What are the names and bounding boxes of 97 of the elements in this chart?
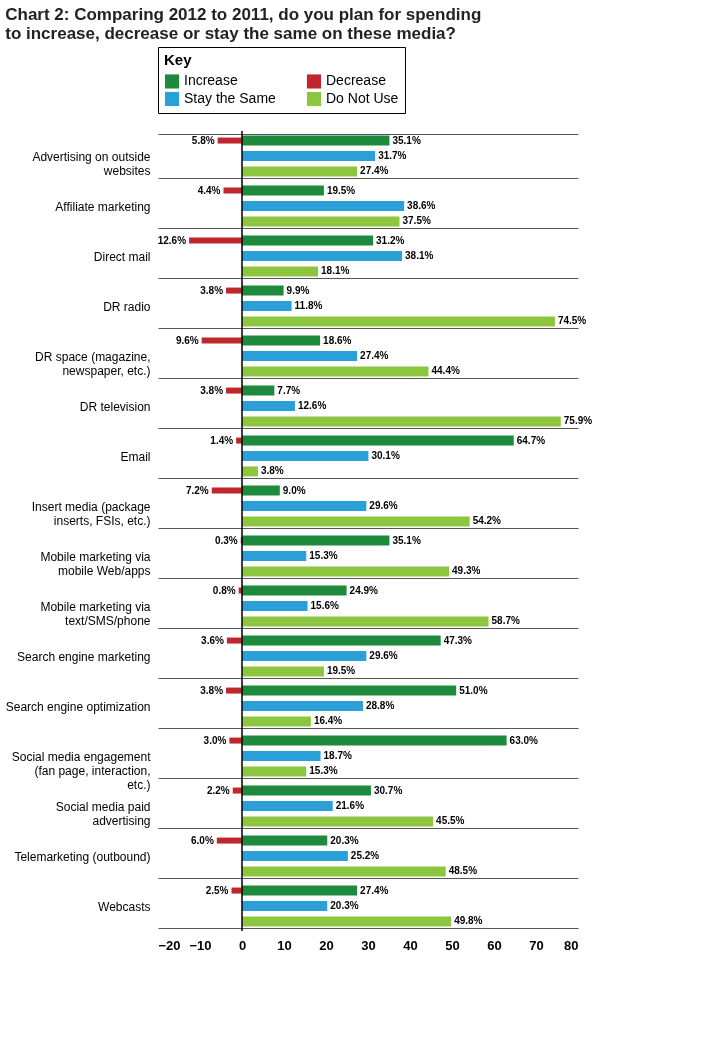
data-label: 54.2% xyxy=(472,515,502,527)
legend-label: Stay the Same xyxy=(184,90,277,106)
x-tick-label: 20 xyxy=(319,937,334,953)
data-label: 7.2% xyxy=(185,484,209,496)
data-label: 49.8% xyxy=(454,915,483,927)
data-label: 27.4% xyxy=(360,165,389,177)
chart-title: Chart 2: Comparing 2012 to 2011, do you plan for spending to increase, decrease or stay the same on these media? xyxy=(5,4,482,43)
y-tick-label: DR radio xyxy=(103,299,151,314)
y-tick-label: Social media paid advertising xyxy=(55,799,151,828)
data-label: 1.4% xyxy=(210,434,234,446)
data-label: 21.6% xyxy=(335,800,365,811)
data-label: 16.4% xyxy=(313,715,343,727)
y-tick-label: Direct mail xyxy=(93,249,151,264)
y-tick-label: Search engine marketing xyxy=(17,649,151,664)
x-tick-label: 50 xyxy=(445,937,460,953)
data-label: 0.3% xyxy=(214,534,238,546)
data-label: 19.5% xyxy=(326,665,356,677)
data-label: 31.2% xyxy=(376,234,405,246)
data-label: 47.3% xyxy=(443,634,473,646)
data-label: 64.7% xyxy=(516,434,546,446)
y-tick-label: Telemarketing (outbound) xyxy=(14,849,151,864)
data-label: 3.8% xyxy=(200,384,224,396)
y-tick-label: Advertising on outside websites xyxy=(32,149,151,178)
x-tick-label: 0 xyxy=(238,937,247,953)
legend-label: Do Not Use xyxy=(326,90,399,106)
data-label: 30.1% xyxy=(371,450,400,461)
data-label: 6.0% xyxy=(191,834,214,846)
data-label: 18.1% xyxy=(321,265,350,277)
data-label: 7.7% xyxy=(277,384,301,396)
x-tick-label: 10 xyxy=(277,937,292,953)
data-label: 35.1% xyxy=(392,134,421,146)
y-tick-label: Affiliate marketing xyxy=(55,199,151,214)
y-tick-label: Insert media (package inserts, FSIs, etc.) xyxy=(31,499,151,528)
data-label: 19.5% xyxy=(326,184,356,196)
data-label: 29.6% xyxy=(369,500,398,511)
legend-label: Decrease xyxy=(326,72,387,89)
data-label: 3.8% xyxy=(200,684,224,696)
x-tick-label: 80 xyxy=(564,937,579,953)
data-label: 9.0% xyxy=(282,484,306,496)
data-label: 5.8% xyxy=(191,134,215,146)
y-tick-label: Social media engagement (fan page, interaction, etc.) xyxy=(11,749,152,792)
legend-label: Increase xyxy=(184,72,238,89)
data-label: 12.6% xyxy=(157,234,187,246)
y-tick-label: Webcasts xyxy=(98,899,151,914)
data-label: 4.4% xyxy=(197,184,221,196)
y-tick-label: Search engine optimization xyxy=(5,699,151,714)
data-label: 15.6% xyxy=(310,600,339,611)
x-tick-label: −20 xyxy=(158,937,181,953)
data-label: 75.9% xyxy=(563,415,593,427)
x-tick-label: 40 xyxy=(403,937,418,953)
y-tick-label: Mobile marketing via mobile Web/apps xyxy=(40,549,151,578)
data-label: 27.4% xyxy=(360,884,389,896)
data-label: 51.0% xyxy=(459,684,488,696)
x-tick-label: −10 xyxy=(189,937,212,953)
data-label: 45.5% xyxy=(436,815,465,827)
x-tick-label: 60 xyxy=(487,937,502,953)
data-label: 28.8% xyxy=(365,700,395,711)
data-label: 2.5% xyxy=(205,884,229,896)
data-label: 3.8% xyxy=(260,465,284,477)
data-label: 9.6% xyxy=(175,334,199,346)
data-label: 15.3% xyxy=(309,765,338,777)
data-label: 15.3% xyxy=(309,550,338,561)
data-label: 38.1% xyxy=(405,250,434,261)
data-label: 20.3% xyxy=(330,834,359,846)
data-label: 49.3% xyxy=(452,565,481,577)
data-label: 29.6% xyxy=(369,650,398,661)
data-label: 37.5% xyxy=(402,215,431,227)
x-tick-label: 70 xyxy=(529,937,544,953)
data-label: 74.5% xyxy=(557,315,587,327)
data-label: 3.8% xyxy=(200,284,224,296)
data-label: 3.6% xyxy=(201,634,224,646)
data-label: 2.2% xyxy=(206,784,230,796)
data-label: 25.2% xyxy=(350,850,380,861)
y-tick-label: Email xyxy=(120,449,151,464)
data-label: 11.8% xyxy=(294,300,323,311)
data-label: 48.5% xyxy=(448,865,478,877)
data-label: 30.7% xyxy=(373,784,403,796)
data-label: 27.4% xyxy=(360,350,389,361)
data-label: 38.6% xyxy=(407,200,436,211)
y-tick-label: DR space (magazine, newspaper, etc.) xyxy=(35,349,151,378)
legend-title: Key xyxy=(164,51,193,68)
data-label: 35.1% xyxy=(392,534,421,546)
data-label: 31.7% xyxy=(378,150,407,161)
data-label: 44.4% xyxy=(431,365,460,377)
data-label: 63.0% xyxy=(509,734,539,746)
data-label: 3.0% xyxy=(203,734,227,746)
data-label: 12.6% xyxy=(297,400,327,411)
data-label: 58.7% xyxy=(491,615,520,627)
x-tick-label: 30 xyxy=(361,937,376,953)
data-label: 0.8% xyxy=(212,584,236,596)
data-label: 9.9% xyxy=(286,284,310,296)
data-label: 18.7% xyxy=(323,750,352,761)
y-tick-label: DR television xyxy=(79,399,151,414)
data-label: 24.9% xyxy=(349,584,379,596)
data-label: 18.6% xyxy=(323,334,352,346)
data-label: 20.3% xyxy=(330,900,359,911)
y-tick-label: Mobile marketing via text/SMS/phone xyxy=(40,599,151,628)
